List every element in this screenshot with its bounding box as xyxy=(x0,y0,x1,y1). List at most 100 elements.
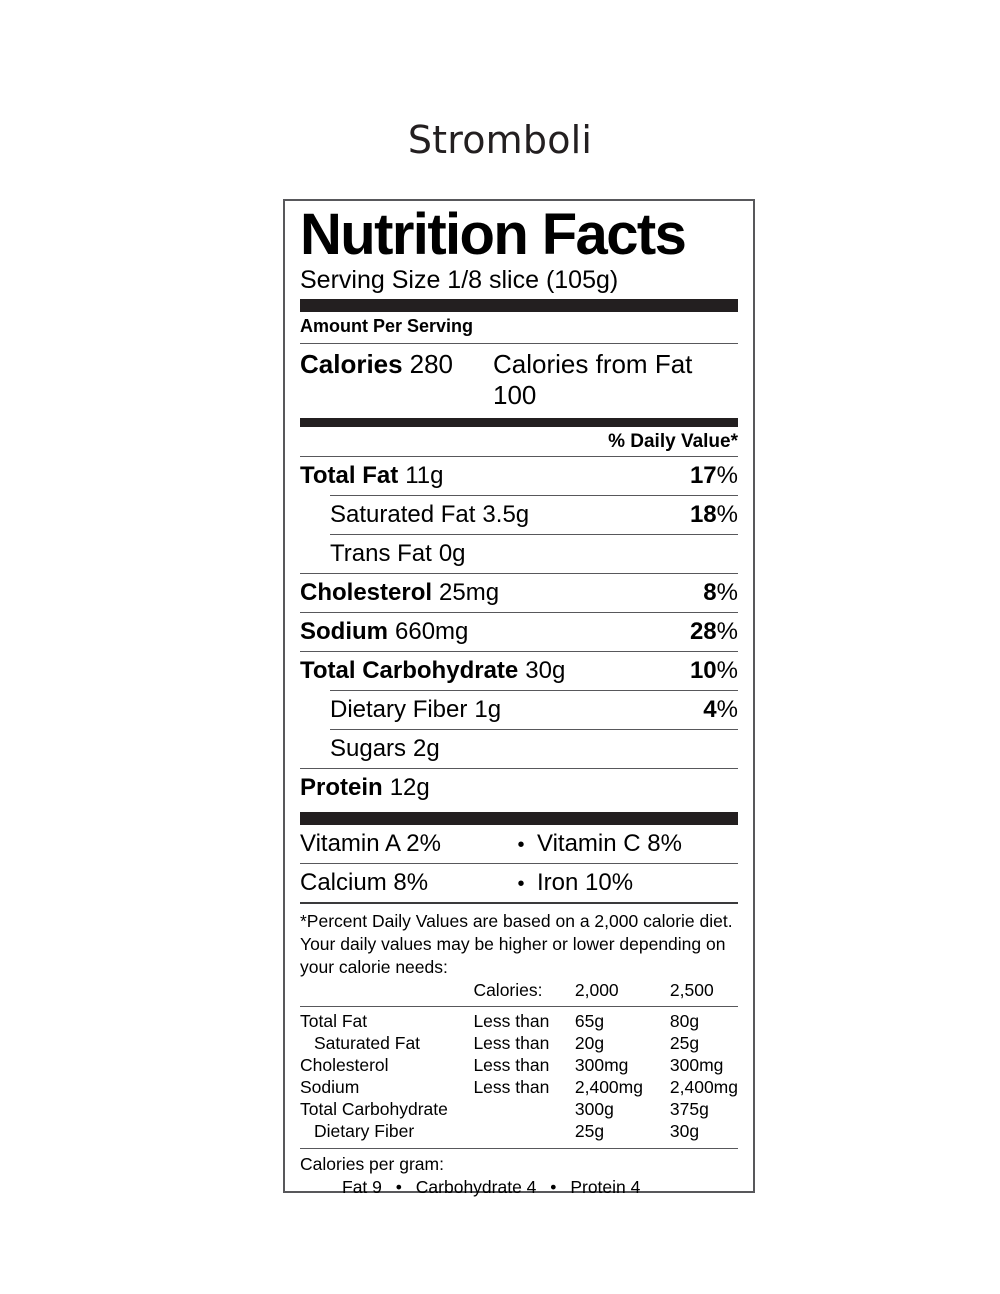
cpg-fat: Fat 9 xyxy=(342,1177,382,1197)
cpg-bullet-2: • xyxy=(550,1177,557,1197)
dv-table-row: Dietary Fiber 25g 30g xyxy=(300,1121,738,1143)
cpg-carbohydrate: Carbohydrate 4 xyxy=(415,1177,537,1197)
divider-above-sugars xyxy=(330,729,738,731)
nutrient-name: Cholesterol xyxy=(300,579,433,607)
nutrient-amount: 1g xyxy=(474,696,502,724)
dv-row-name: Dietary Fiber xyxy=(314,1121,415,1142)
dv-header-2000: 2,000 xyxy=(574,979,619,1000)
divider-above-total-fat xyxy=(300,456,738,458)
nutrient-amount: 0g xyxy=(438,540,466,568)
dv-row-value-2500: 80g xyxy=(669,1011,700,1032)
nutrient-name: Sugars xyxy=(330,735,407,763)
dv-row-name: Saturated Fat xyxy=(314,1033,421,1054)
percent-number: 8 xyxy=(703,579,717,607)
nutrient-left: Sodium 660mg xyxy=(300,618,468,646)
nutrient-row: Protein 12g xyxy=(300,769,738,807)
nutrient-left: Total Carbohydrate 30g xyxy=(300,657,565,685)
divider-above-dietary-fiber xyxy=(330,690,738,692)
nutrient-name: Sodium xyxy=(300,618,388,646)
nutrient-name: Protein xyxy=(300,774,383,802)
vitamin-right-value: Vitamin C 8% xyxy=(537,830,682,858)
divider-above-calories xyxy=(300,343,738,345)
percent-number: 18 xyxy=(689,501,717,529)
dv-row-value-2000: 25g xyxy=(574,1121,605,1142)
dv-row-name: Total Fat xyxy=(300,1011,368,1032)
divider-above-footnote xyxy=(300,902,738,905)
percent-symbol: % xyxy=(716,462,738,490)
nutrient-row: Saturated Fat 3.5g 18% xyxy=(300,496,738,534)
dv-row-less-than: Less than xyxy=(473,1011,550,1032)
dv-row-less-than: Less than xyxy=(473,1033,550,1054)
percent-symbol: % xyxy=(716,657,738,685)
nutrient-left: Protein 12g xyxy=(300,774,430,802)
nutrient-amount: 30g xyxy=(525,657,566,685)
nutrition-facts-heading: Nutrition Facts xyxy=(300,202,687,267)
dv-table-header-row: Calories: 2,000 2,500 xyxy=(300,979,738,1003)
divider-medium-after-calories xyxy=(300,418,738,428)
divider-above-trans-fat xyxy=(330,534,738,536)
nutrition-facts-panel: Nutrition Facts Serving Size 1/8 slice (… xyxy=(283,199,755,1197)
percent-number: 4 xyxy=(703,696,717,724)
percent-number: 10 xyxy=(689,657,717,685)
nutrient-percent-daily-value: 17% xyxy=(690,462,738,490)
dv-row-less-than: Less than xyxy=(473,1055,550,1076)
cpg-protein: Protein 4 xyxy=(570,1177,641,1197)
nutrient-name: Trans Fat xyxy=(330,540,432,568)
vitamin-left-value: Calcium 8% xyxy=(300,869,429,897)
bullet-separator-icon: • xyxy=(517,834,525,857)
dv-row-value-2000: 300mg xyxy=(574,1055,629,1076)
dv-row-less-than: Less than xyxy=(473,1077,550,1098)
dv-row-value-2500: 30g xyxy=(669,1121,700,1142)
nutrient-amount: 11g xyxy=(405,462,444,490)
percent-symbol: % xyxy=(716,618,738,646)
dv-table-row: Saturated Fat Less than 20g 25g xyxy=(300,1033,738,1055)
dv-row-value-2500: 375g xyxy=(669,1099,709,1120)
nutrient-left: Cholesterol 25mg xyxy=(300,579,499,607)
nutrient-name: Saturated Fat xyxy=(330,501,476,529)
vitamin-row: Vitamin A 2% • Vitamin C 8% xyxy=(300,825,738,863)
dv-row-name: Cholesterol xyxy=(300,1055,389,1076)
dv-row-value-2000: 2,400mg xyxy=(574,1077,643,1098)
dv-row-value-2000: 65g xyxy=(574,1011,605,1032)
nutrient-amount: 660mg xyxy=(395,618,469,646)
dv-row-less-than xyxy=(473,1099,574,1121)
nutrient-amount: 2g xyxy=(413,735,440,763)
percent-number: 17 xyxy=(689,462,717,490)
nutrient-name: Dietary Fiber xyxy=(330,696,468,724)
nutrient-row: Total Fat 11g 17% xyxy=(300,457,738,495)
dv-row-value-2500: 2,400mg xyxy=(669,1077,738,1098)
cpg-bullet-1: • xyxy=(395,1177,402,1197)
nutrient-row: Sodium 660mg 28% xyxy=(300,613,738,651)
nutrient-row: Dietary Fiber 1g 4% xyxy=(300,691,738,729)
nutrient-left: Total Fat 11g xyxy=(300,462,443,490)
dv-table-row: Sodium Less than 2,400mg 2,400mg xyxy=(300,1077,738,1099)
nutrient-amount: 25mg xyxy=(439,579,500,607)
calories-value: 280 xyxy=(409,349,453,380)
nutrient-row: Trans Fat 0g xyxy=(300,535,738,573)
dv-table-divider xyxy=(300,1003,738,1011)
dv-row-name: Total Carbohydrate xyxy=(300,1099,448,1120)
nutrient-percent-daily-value: 8% xyxy=(703,579,738,607)
nutrient-name: Total Fat xyxy=(300,462,399,490)
nutrient-amount: 3.5g xyxy=(482,501,530,529)
dv-table-bottom-divider-row xyxy=(300,1143,738,1149)
nutrient-row: Sugars 2g xyxy=(300,730,738,768)
nutrient-name: Total Carbohydrate xyxy=(300,657,519,685)
vitamin-rows-container: Vitamin A 2% • Vitamin C 8% Calcium 8% • Iron… xyxy=(300,825,738,902)
nutrient-rows-container: Total Fat 11g 17% Saturated Fat 3.5g 18% Trans… xyxy=(300,456,738,807)
nutrient-amount: 12g xyxy=(389,774,430,802)
percent-symbol: % xyxy=(716,696,738,724)
dv-table-bottom-divider xyxy=(300,1143,738,1149)
divider-above-sodium xyxy=(300,612,738,614)
dv-row-less-than xyxy=(473,1121,574,1143)
product-title: Stromboli xyxy=(407,118,593,162)
divider-above-total-carbohydrate xyxy=(300,651,738,653)
dv-header-blank xyxy=(300,979,473,1003)
divider-above-saturated-fat xyxy=(330,495,738,497)
nutrient-percent-daily-value: 10% xyxy=(690,657,738,685)
divider-between-vitamin-rows xyxy=(300,863,738,865)
nutrient-percent-daily-value: 28% xyxy=(690,618,738,646)
calories-row: Calories 280 Calories from Fat 100 xyxy=(300,344,738,415)
dv-header-calories: Calories: xyxy=(473,979,543,1000)
dv-header-2500: 2,500 xyxy=(669,979,714,1000)
